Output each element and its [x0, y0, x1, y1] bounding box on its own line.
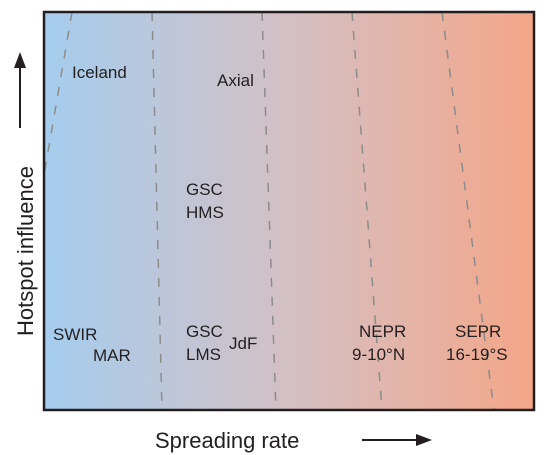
label-gsc-hms-line: GSC — [186, 180, 223, 199]
dashed-boundary-line — [43, 11, 73, 176]
label-sepr: SEPR 16-19°S — [446, 322, 508, 364]
label-sepr-line: 16-19°S — [446, 345, 508, 364]
label-iceland: Iceland — [72, 63, 127, 82]
label-gsc-lms-line: GSC — [186, 322, 223, 341]
label-gsc-lms-line: LMS — [186, 345, 221, 364]
dashed-boundary-line — [261, 11, 277, 411]
plot-frame — [42, 10, 536, 412]
label-gsc-hms-line: HMS — [186, 203, 224, 222]
label-gsc-lms: GSC LMS — [186, 322, 228, 364]
label-nepr-line: 9-10°N — [352, 345, 405, 364]
y-axis-label: Hotspot influence — [13, 166, 38, 336]
y-axis-arrow-icon — [14, 52, 26, 128]
label-mar-line: MAR — [93, 346, 131, 365]
dashed-boundary-line — [151, 11, 163, 411]
label-sepr-line: SEPR — [455, 322, 501, 341]
label-swir-line: SWIR — [53, 325, 97, 344]
label-jdf: JdF — [229, 334, 257, 353]
label-gsc-hms: GSC HMS — [186, 180, 228, 222]
label-iceland-line: Iceland — [72, 63, 127, 82]
label-jdf-line: JdF — [229, 334, 257, 353]
label-nepr: NEPR 9-10°N — [352, 322, 411, 364]
x-axis-label: Spreading rate — [155, 428, 299, 453]
plot-background — [44, 12, 534, 410]
label-axial: Axial — [217, 71, 254, 90]
label-mar: MAR — [93, 346, 131, 365]
label-nepr-line: NEPR — [359, 322, 406, 341]
region-labels: Iceland Axial GSC HMS SWIR MAR GSC LMS J… — [53, 63, 508, 365]
label-axial-line: Axial — [217, 71, 254, 90]
x-axis-arrow-icon — [362, 434, 432, 446]
label-swir: SWIR — [53, 325, 97, 344]
